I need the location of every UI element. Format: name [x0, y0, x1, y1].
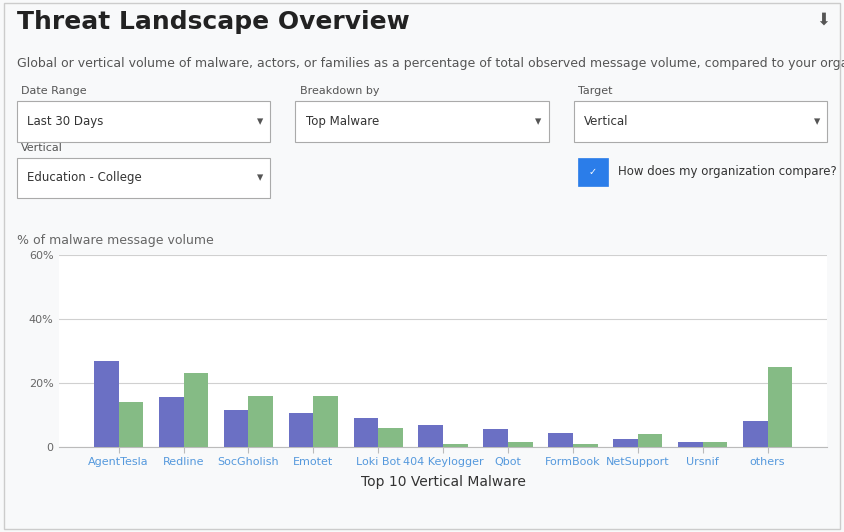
Text: ▾: ▾: [257, 115, 263, 128]
Text: Top Malware: Top Malware: [306, 115, 379, 128]
Bar: [354, 418, 378, 447]
Text: Threat Landscape Overview: Threat Landscape Overview: [17, 10, 409, 34]
Bar: [159, 397, 183, 447]
Text: Vertical: Vertical: [584, 115, 629, 128]
Text: ✓: ✓: [589, 167, 597, 177]
Bar: [767, 367, 793, 447]
Bar: [613, 439, 638, 447]
Bar: [678, 442, 703, 447]
Text: Date Range: Date Range: [21, 86, 87, 96]
Text: ▾: ▾: [535, 115, 542, 128]
Text: How does my organization compare?: How does my organization compare?: [618, 165, 836, 178]
Bar: [289, 413, 313, 447]
Bar: [94, 361, 119, 447]
FancyBboxPatch shape: [578, 157, 608, 186]
FancyBboxPatch shape: [574, 101, 827, 142]
Text: % of malware message volume: % of malware message volume: [17, 235, 214, 247]
Bar: [484, 429, 508, 447]
FancyBboxPatch shape: [17, 157, 270, 198]
Bar: [419, 425, 443, 447]
Bar: [638, 434, 663, 447]
Text: Education - College: Education - College: [27, 171, 142, 185]
Bar: [443, 444, 468, 447]
Text: Target: Target: [578, 86, 613, 96]
X-axis label: Top 10 Vertical Malware: Top 10 Vertical Malware: [360, 475, 526, 489]
Bar: [573, 444, 598, 447]
Bar: [183, 373, 208, 447]
Text: Last 30 Days: Last 30 Days: [27, 115, 103, 128]
FancyBboxPatch shape: [17, 101, 270, 142]
Text: ▾: ▾: [814, 115, 820, 128]
Text: Vertical: Vertical: [21, 143, 63, 153]
Text: Global or vertical volume of malware, actors, or families as a percentage of tot: Global or vertical volume of malware, ac…: [17, 56, 844, 70]
Bar: [703, 442, 728, 447]
Bar: [549, 433, 573, 447]
Bar: [248, 396, 273, 447]
FancyBboxPatch shape: [295, 101, 549, 142]
Text: Breakdown by: Breakdown by: [300, 86, 379, 96]
Text: ⬇: ⬇: [816, 10, 830, 28]
Bar: [313, 396, 338, 447]
Text: ▾: ▾: [257, 171, 263, 185]
Bar: [508, 442, 533, 447]
Bar: [224, 410, 248, 447]
Bar: [119, 402, 143, 447]
Bar: [378, 428, 403, 447]
Bar: [743, 421, 767, 447]
